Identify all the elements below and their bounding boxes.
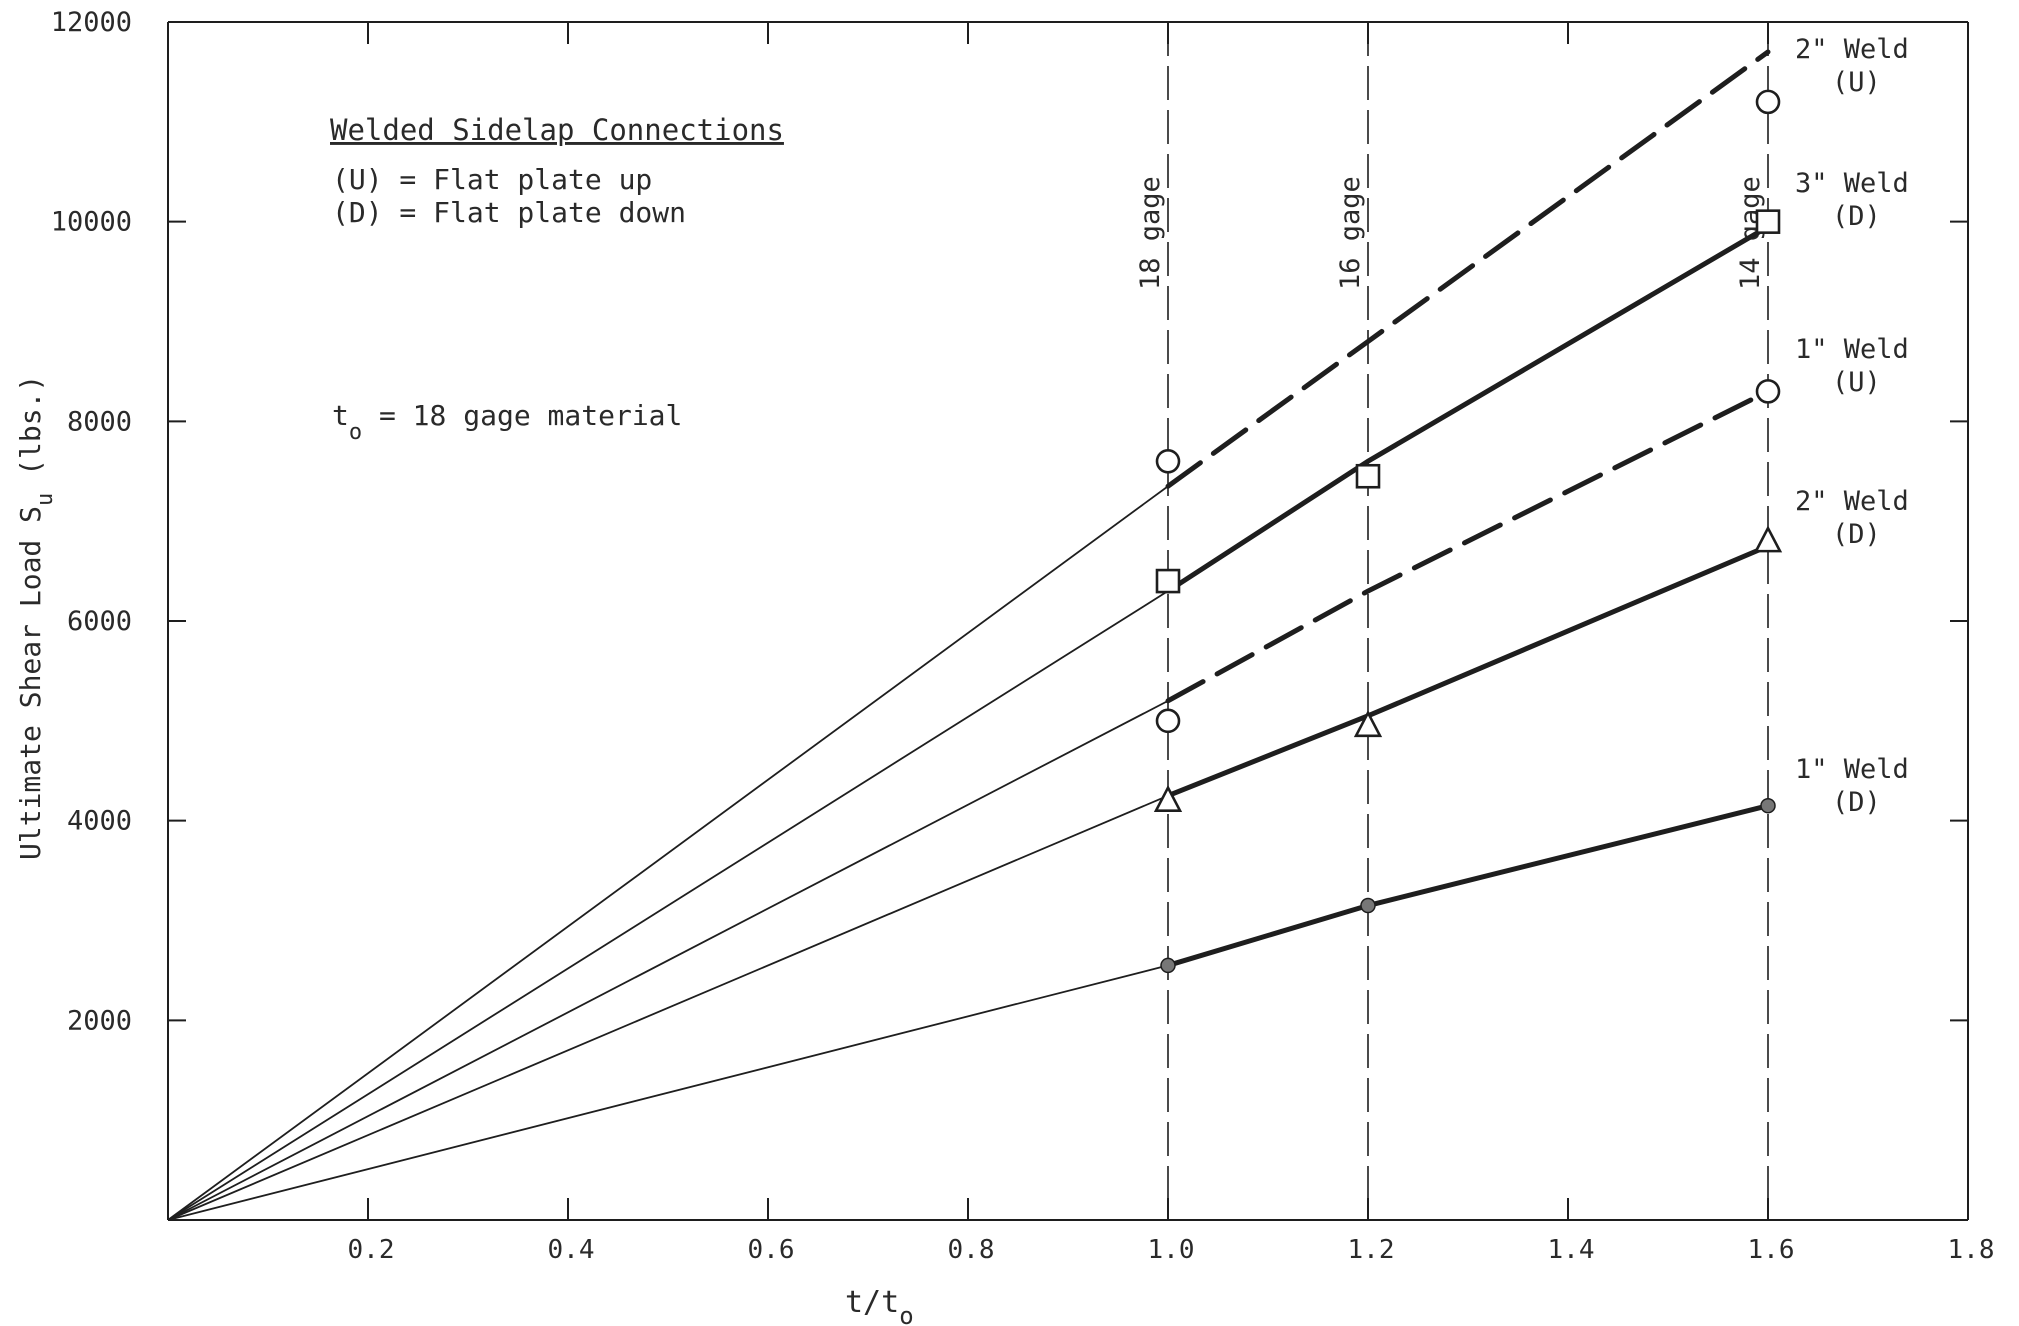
series-label-1-weld-d-line1: 1" Weld	[1795, 754, 1909, 785]
y-tick-label: 4000	[67, 806, 132, 837]
series-1-weld-d-marker-dot	[1760, 797, 1776, 814]
series-label-2-weld-d-line1: 2" Weld	[1795, 486, 1909, 517]
x-axis-label: t/to	[845, 1285, 914, 1326]
y-tick-label: 12000	[51, 7, 132, 38]
gage-label-18-gage: 18 gage	[1135, 176, 1166, 290]
x-axis-label-main: t/t	[845, 1285, 899, 1320]
series-label-2-weld-u-line2: (U)	[1832, 67, 1881, 98]
series-label-2-weld-d-line2: (D)	[1832, 519, 1881, 550]
series-label-3-weld-d-line1: 3" Weld	[1795, 168, 1909, 199]
x-tick-label: 1.6	[1748, 1235, 1795, 1265]
y-axis-label-tail: (lbs.)	[14, 375, 47, 493]
series-label-2-weld-u-line1: 2" Weld	[1795, 34, 1909, 65]
x-tick-label: 1.4	[1548, 1235, 1595, 1265]
series-1-weld-d-origin-line	[167, 964, 1169, 1221]
y-axis-label-sub: u	[33, 493, 58, 506]
series-1-weld-d-marker-dot	[1360, 897, 1376, 914]
y-tick-label: 2000	[67, 1005, 132, 1036]
x-tick-label: 0.2	[348, 1235, 395, 1265]
series-2-weld-d-marker-triangle	[1353, 710, 1383, 738]
series-3-weld-d-marker-square	[1155, 568, 1181, 594]
note-text: to = 18 gage material	[332, 399, 682, 445]
y-tick-label: 6000	[67, 606, 132, 637]
series-label-3-weld-d-line2: (D)	[1832, 201, 1881, 232]
legend-title: Welded Sidelap Connections	[330, 113, 784, 147]
x-tick-label: 0.4	[548, 1235, 595, 1265]
series-3-weld-d-line	[1165, 224, 1771, 594]
series-2-weld-d-marker-triangle	[1753, 525, 1783, 553]
note-body: = 18 gage material	[362, 399, 682, 432]
series-1-weld-d-marker-dot	[1160, 957, 1176, 974]
series-1-weld-u-marker-circle	[1155, 708, 1181, 734]
series-3-weld-d-marker-square	[1355, 463, 1381, 489]
series-2-weld-d-line	[1165, 543, 1771, 799]
x-tick-label: 1.2	[1348, 1235, 1395, 1265]
series-label-1-weld-u-line2: (U)	[1832, 367, 1881, 398]
legend-line-down: (D) = Flat plate down	[332, 196, 686, 229]
series-2-weld-u-marker-circle	[1155, 448, 1181, 474]
y-axis-label: Ultimate Shear Load Su (lbs.)	[14, 375, 58, 860]
x-axis-label-sub: o	[899, 1302, 913, 1326]
series-1-weld-d-line	[1165, 803, 1771, 968]
note-prefix: t	[332, 399, 349, 432]
series-label-1-weld-d-line2: (D)	[1832, 787, 1881, 818]
legend-line-up: (U) = Flat plate up	[332, 163, 652, 196]
series-2-weld-d-marker-triangle	[1153, 784, 1183, 813]
series-2-weld-u-origin-line	[167, 485, 1169, 1221]
y-tick-label: 10000	[51, 207, 132, 238]
series-2-weld-u-marker-circle	[1755, 89, 1781, 115]
series-2-weld-u-line	[1165, 49, 1771, 489]
series-2-weld-d-origin-line	[167, 794, 1169, 1221]
series-1-weld-u-marker-circle	[1755, 379, 1781, 404]
gage-label-16-gage: 16 gage	[1335, 176, 1366, 290]
series-3-weld-d-marker-square	[1755, 209, 1781, 234]
x-tick-label: 0.8	[948, 1235, 995, 1265]
x-tick-label: 0.6	[748, 1235, 795, 1265]
note-sub: o	[349, 420, 362, 445]
x-tick-label: 1.8	[1948, 1235, 1995, 1265]
y-axis-label-main: Ultimate Shear Load S	[14, 506, 47, 860]
series-1-weld-u-line	[1165, 388, 1771, 704]
series-1-weld-u-origin-line	[167, 700, 1169, 1221]
x-tick-label: 1.0	[1148, 1235, 1195, 1265]
y-tick-label: 8000	[67, 406, 132, 437]
series-3-weld-d-origin-line	[167, 590, 1169, 1221]
series-label-1-weld-u-line1: 1" Weld	[1795, 334, 1909, 365]
